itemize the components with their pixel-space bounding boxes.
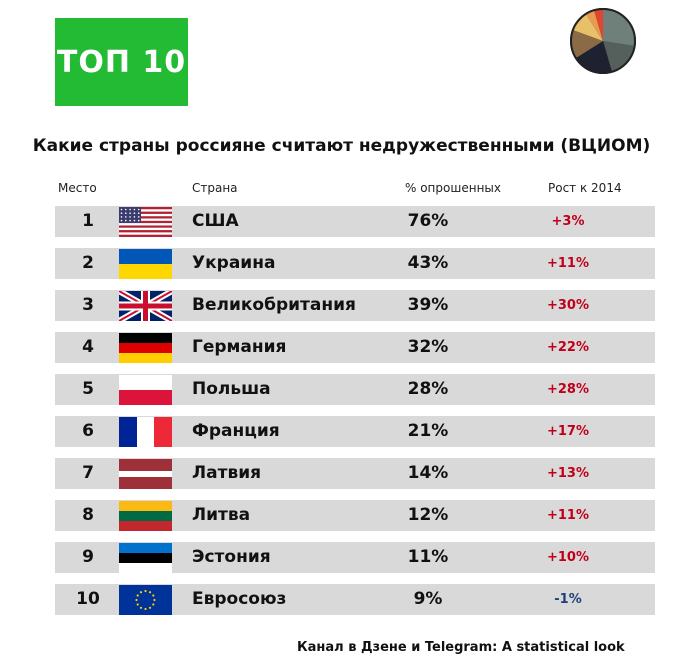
rank-cell: 5 [82, 379, 94, 399]
table-row: 5 Польша 28% +28% [55, 374, 655, 405]
growth-cell: +11% [546, 256, 589, 271]
percent-cell: 28% [407, 379, 449, 399]
table-row: 4 Германия 32% +22% [55, 332, 655, 363]
growth-cell: +17% [546, 424, 589, 439]
percent-cell: 14% [407, 463, 449, 483]
growth-cell: +3% [551, 214, 585, 229]
rank-cell: 8 [82, 505, 94, 525]
country-cell: Евросоюз [192, 589, 287, 609]
percent-cell: 32% [407, 337, 449, 357]
header-pct: % опрошенных [405, 181, 501, 195]
country-cell: Украина [192, 253, 276, 273]
percent-cell: 43% [407, 253, 449, 273]
rank-cell: 2 [82, 253, 94, 273]
rank-cell: 3 [82, 295, 94, 315]
ukraine-flag-icon [119, 249, 172, 279]
table-row: 6 Франция 21% +17% [55, 416, 655, 447]
rank-cell: 9 [82, 547, 94, 567]
chart-title: Какие страны россияне считают недружеств… [32, 136, 651, 156]
growth-cell: +22% [546, 340, 589, 355]
table-row: 10 Евросоюз 9% -1% [55, 584, 655, 615]
rank-cell: 1 [82, 211, 94, 231]
country-cell: США [192, 211, 239, 231]
footer-credit: Канал в Дзене и Telegram: A statistical … [297, 640, 625, 655]
rank-cell: 10 [76, 589, 100, 609]
percent-cell: 21% [407, 421, 449, 441]
growth-cell: -1% [554, 592, 582, 607]
growth-cell: +28% [546, 382, 589, 397]
header-growth: Рост к 2014 [548, 181, 622, 195]
table-row: 9 Эстония 11% +10% [55, 542, 655, 573]
country-cell: Литва [192, 505, 251, 525]
percent-cell: 11% [407, 547, 449, 567]
country-cell: Эстония [192, 547, 271, 567]
country-cell: Великобритания [192, 295, 356, 315]
poland-flag-icon [119, 375, 172, 405]
table-row: 7 Латвия 14% +13% [55, 458, 655, 489]
germany-flag-icon [119, 333, 172, 363]
pie-logo-icon [570, 8, 636, 74]
rank-cell: 6 [82, 421, 94, 441]
growth-cell: +10% [546, 550, 589, 565]
table-row: 2 Украина 43% +11% [55, 248, 655, 279]
lithuania-flag-icon [119, 501, 172, 531]
country-cell: Германия [192, 337, 287, 357]
country-cell: Польша [192, 379, 271, 399]
growth-cell: +11% [546, 508, 589, 523]
growth-cell: +13% [546, 466, 589, 481]
eu-flag-icon [119, 585, 172, 615]
latvia-flag-icon [119, 459, 172, 489]
percent-cell: 9% [413, 589, 443, 609]
header-rank: Место [58, 181, 97, 195]
header-country: Страна [192, 181, 238, 195]
percent-cell: 39% [407, 295, 449, 315]
rank-cell: 4 [82, 337, 94, 357]
france-flag-icon [119, 417, 172, 447]
percent-cell: 12% [407, 505, 449, 525]
growth-cell: +30% [546, 298, 589, 313]
percent-cell: 76% [407, 211, 449, 231]
rank-cell: 7 [82, 463, 94, 483]
table-row: 8 Литва 12% +11% [55, 500, 655, 531]
country-cell: Латвия [192, 463, 262, 483]
table-row: 1 США 76% +3% [55, 206, 655, 237]
country-cell: Франция [192, 421, 280, 441]
estonia-flag-icon [119, 543, 172, 573]
usa-flag-icon [119, 207, 172, 237]
table-row: 3 Великобритания 39% +30% [55, 290, 655, 321]
top10-badge: ТОП 10 [55, 18, 188, 106]
uk-flag-icon [119, 291, 172, 321]
